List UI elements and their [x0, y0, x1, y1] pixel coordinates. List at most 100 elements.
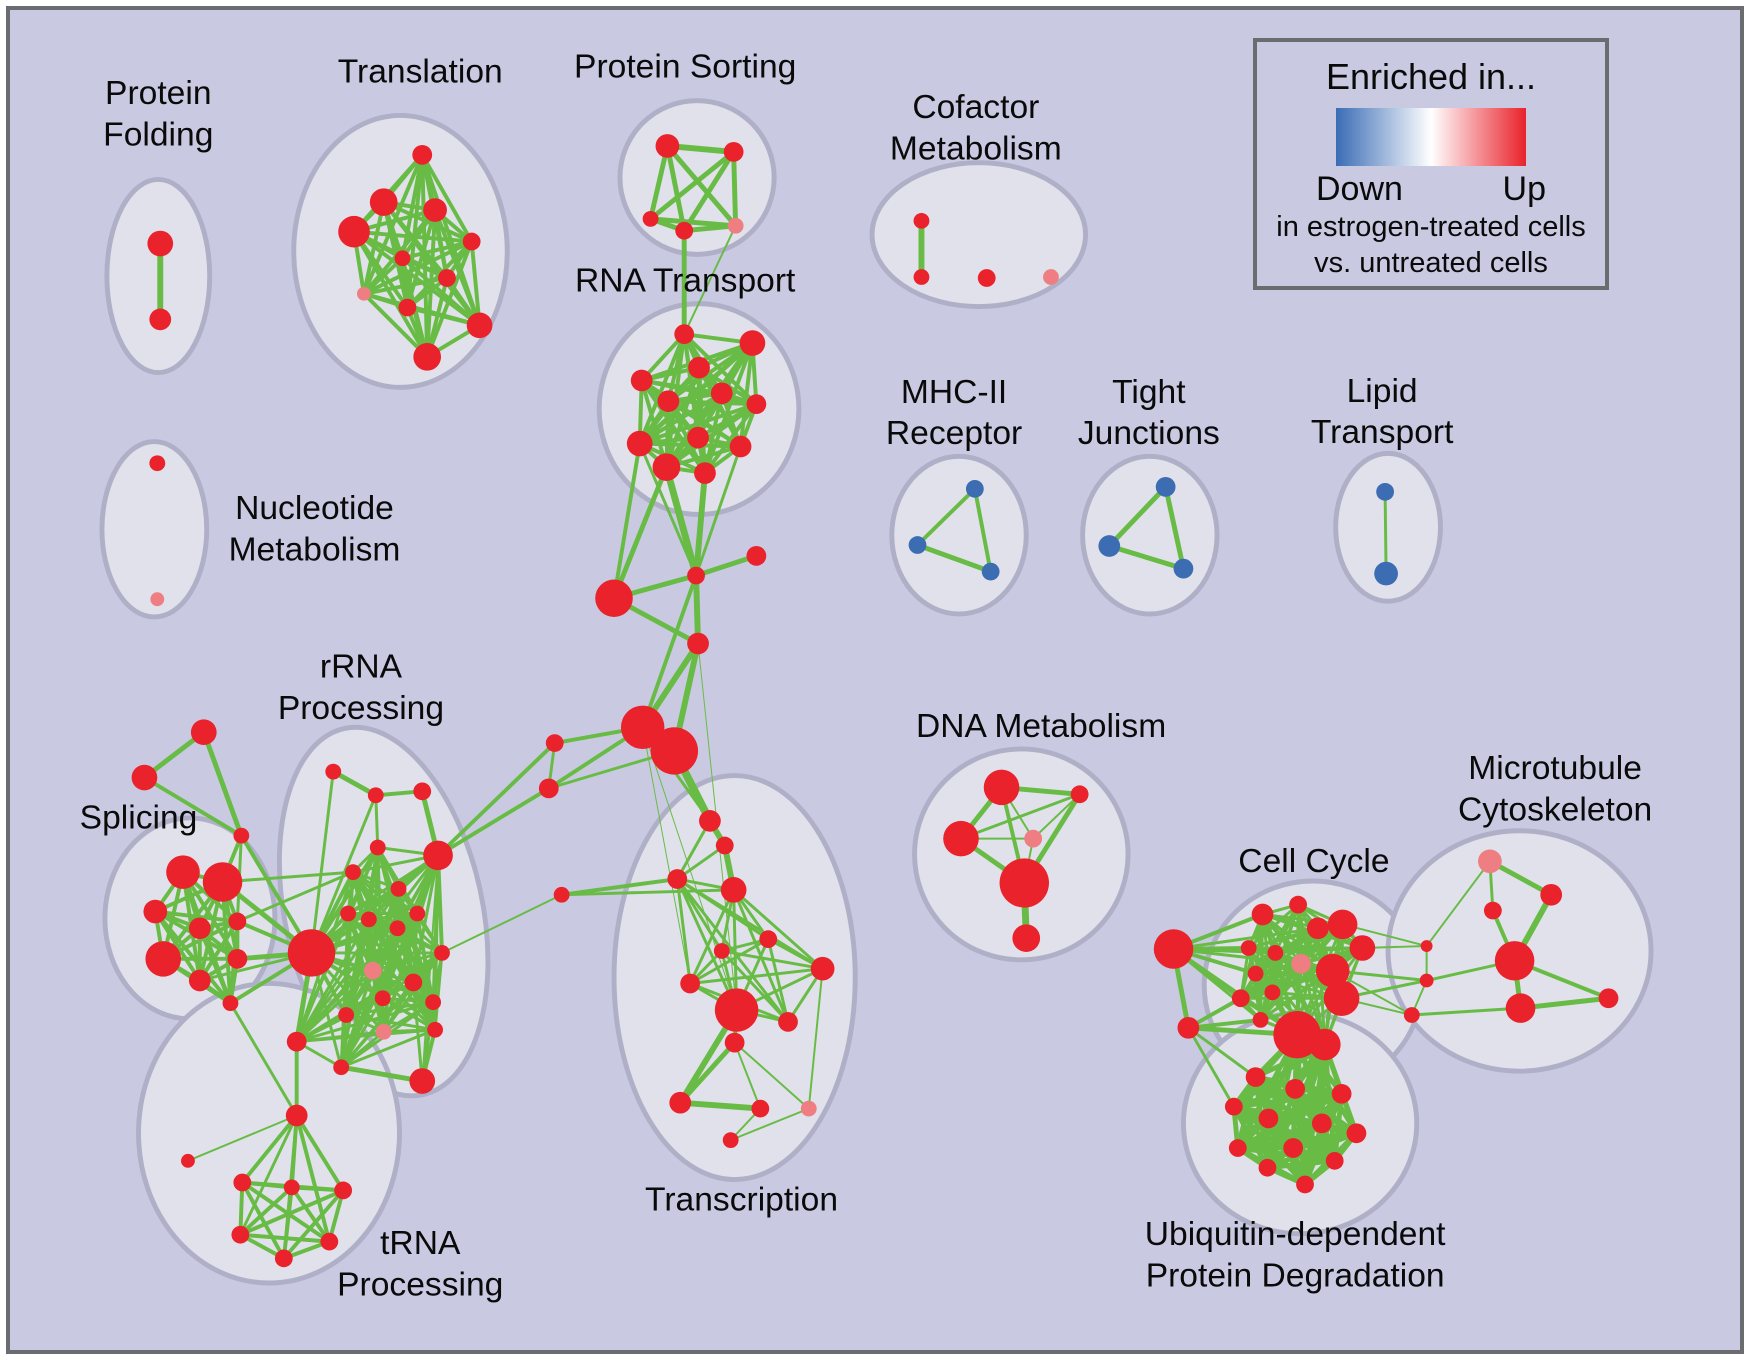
network-edge [638, 442, 698, 578]
network-edge [1163, 484, 1186, 572]
network-node [233, 827, 250, 844]
network-edge [240, 1180, 286, 1261]
legend-box: Enriched in... Down Up in estrogen-treat… [1253, 38, 1609, 290]
network-edge [648, 216, 739, 229]
network-node [1420, 940, 1433, 952]
network-edge [441, 893, 563, 954]
network-node [650, 727, 699, 775]
network-node [283, 1179, 300, 1196]
network-node [1296, 1175, 1314, 1194]
network-node [675, 221, 694, 240]
network-node [1598, 988, 1619, 1009]
network-node [687, 426, 709, 449]
network-edge [1410, 1006, 1523, 1017]
network-edge [339, 1013, 348, 1069]
network-node [913, 269, 930, 285]
network-edge [560, 888, 736, 897]
network-node [746, 546, 767, 566]
network-node [687, 632, 709, 655]
network-node [630, 369, 653, 392]
network-node [983, 769, 1020, 806]
network-edge [310, 793, 378, 955]
network-node [710, 382, 733, 405]
network-node [699, 810, 721, 832]
network-edge [361, 256, 405, 296]
network-edge [433, 208, 482, 328]
cluster-label-tight-junctions: Tight [1112, 374, 1186, 411]
network-edge [738, 341, 755, 449]
network-edge [1273, 946, 1364, 955]
network-node [145, 941, 182, 977]
network-edge [637, 332, 687, 446]
network-edge [1425, 860, 1491, 948]
network-node [1177, 1016, 1200, 1039]
network-edge [1264, 1130, 1359, 1171]
network-edge [220, 880, 233, 1006]
network-node [1376, 482, 1394, 501]
network-node [334, 1181, 353, 1200]
legend-gradient-bar [1336, 108, 1526, 166]
network-node [1540, 883, 1563, 906]
cluster-label-splicing: Splicing [80, 799, 198, 836]
cluster-ellipse-trna-processing [136, 981, 402, 1286]
cluster-label-mhc-ii-receptor: Receptor [886, 415, 1022, 452]
cluster-label-protein-folding: Protein [105, 75, 211, 112]
network-node [545, 734, 564, 752]
network-edge [374, 793, 380, 849]
network-edge [732, 888, 825, 971]
network-node [1173, 558, 1194, 579]
network-edge [352, 229, 474, 244]
network-node [1251, 903, 1274, 926]
network-node [800, 1100, 817, 1117]
network-edge [675, 877, 724, 953]
network-node [222, 995, 239, 1012]
network-node [202, 862, 243, 902]
network-node [1315, 953, 1350, 988]
network-node [228, 912, 247, 931]
network-node [423, 840, 453, 871]
network-edge [433, 951, 444, 1032]
cluster-label-rrna-processing: Processing [278, 690, 444, 727]
network-edge [688, 888, 736, 985]
network-node [374, 990, 391, 1007]
network-edge [681, 149, 737, 234]
network-node [751, 1099, 770, 1118]
network-node [367, 787, 384, 804]
network-edge [338, 1064, 425, 1084]
network-node [1258, 1108, 1279, 1129]
network-edge [677, 1099, 764, 1112]
cluster-label-microtubule-cytoskeleton: Microtubule [1468, 750, 1642, 787]
network-edge [469, 239, 482, 328]
network-node [1043, 269, 1059, 285]
network-edge [702, 402, 759, 476]
network-node [1346, 1123, 1367, 1144]
cluster-ellipse-nucleotide-metabolism [99, 439, 210, 620]
network-node [338, 215, 370, 248]
network-node [722, 1132, 739, 1149]
legend-down-label: Down [1316, 170, 1403, 208]
network-edge [238, 1114, 299, 1237]
network-node [340, 905, 356, 922]
network-edge [733, 1041, 762, 1110]
network-node [688, 356, 710, 379]
network-node [394, 250, 411, 267]
network-edge [295, 917, 371, 1044]
network-node [746, 394, 767, 414]
network-node [227, 948, 248, 969]
network-edge [1231, 1091, 1345, 1110]
cluster-label-cell-cycle: Cell Cycle [1238, 843, 1389, 880]
network-edge [693, 553, 759, 579]
network-node [190, 719, 217, 746]
network-node [538, 778, 559, 799]
network-edge [400, 256, 482, 328]
network-edge [612, 441, 642, 601]
network-edge [664, 143, 687, 234]
network-node [231, 1225, 250, 1244]
network-edge [367, 912, 419, 921]
network-edge [1032, 793, 1081, 840]
network-canvas: Protein Folding Translation Protein Sorting… [80, 49, 1654, 1303]
network-node [427, 1021, 443, 1038]
network-edge [693, 572, 702, 647]
network-node [1267, 945, 1284, 961]
